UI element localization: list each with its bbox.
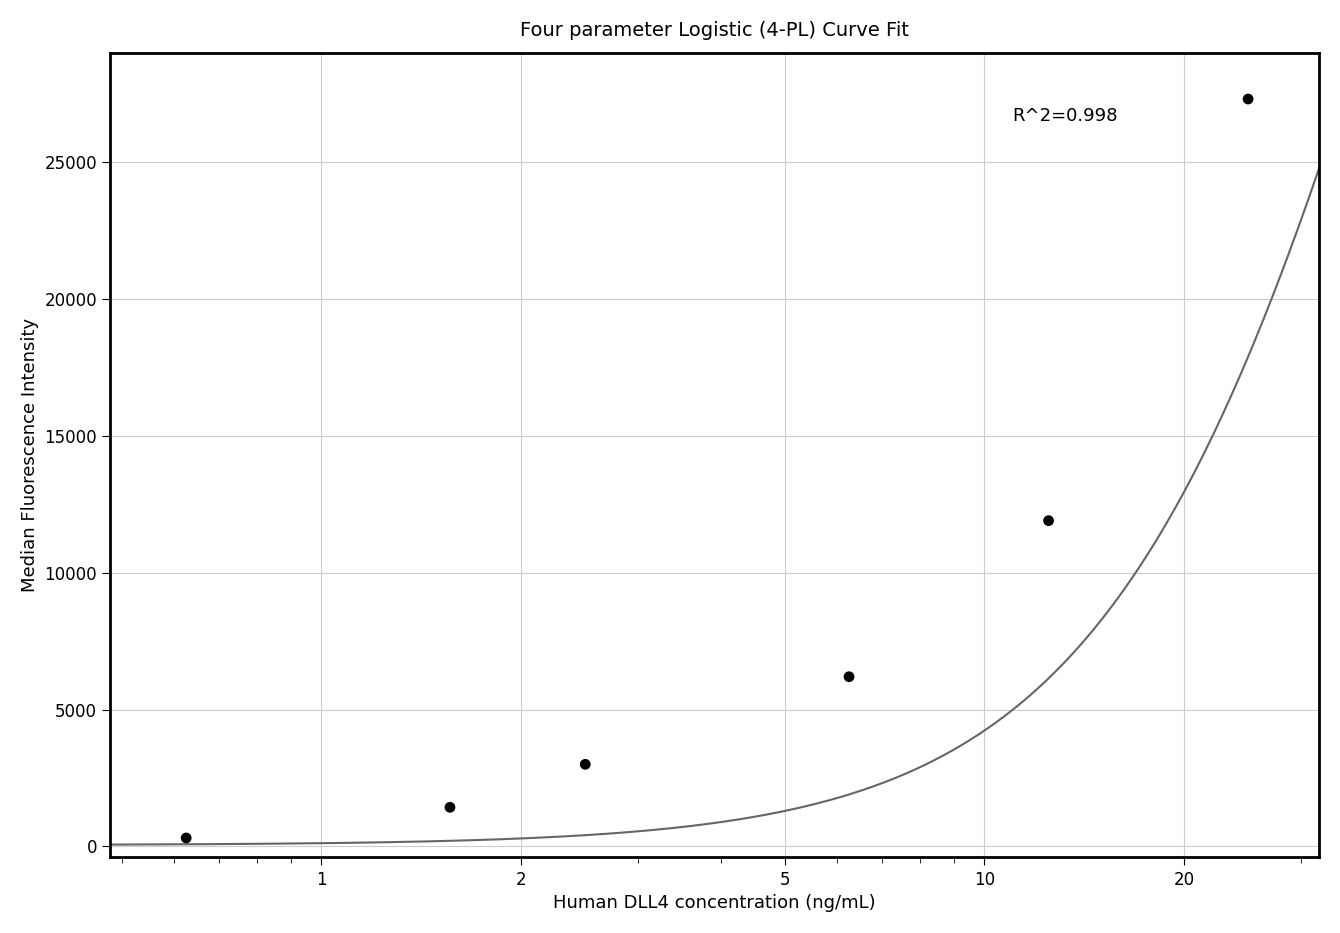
- Title: Four parameter Logistic (4-PL) Curve Fit: Four parameter Logistic (4-PL) Curve Fit: [520, 21, 909, 40]
- Point: [440, 800, 461, 815]
- Y-axis label: Median Fluorescence Intensity: Median Fluorescence Intensity: [21, 318, 39, 592]
- Point: [575, 757, 596, 772]
- Point: [1038, 513, 1060, 528]
- Point: [176, 830, 197, 845]
- Point: [1237, 91, 1258, 106]
- Text: R^2=0.998: R^2=0.998: [1012, 107, 1118, 125]
- Point: [839, 669, 860, 684]
- X-axis label: Human DLL4 concentration (ng/mL): Human DLL4 concentration (ng/mL): [553, 894, 876, 912]
